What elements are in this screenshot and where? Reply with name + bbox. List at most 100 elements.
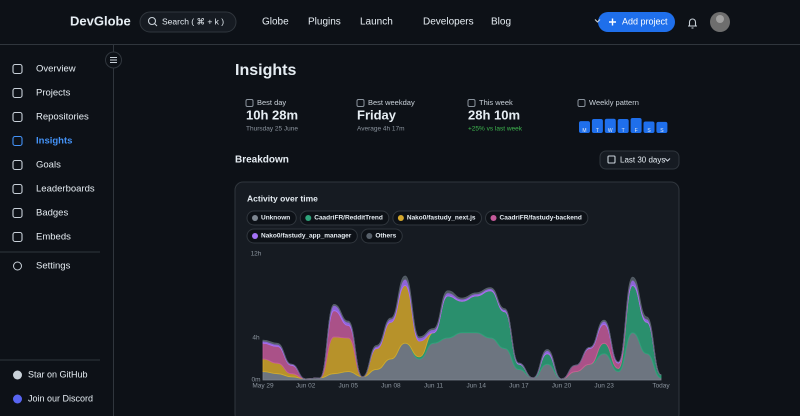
nav-link[interactable]: Globe [262,17,289,28]
x-tick-label: Jun 20 [552,383,572,390]
calendar-icon [607,155,616,164]
stat-icon [245,99,254,107]
weekly-bar [643,121,655,133]
collapse-icon [110,57,117,63]
legend-dot [305,215,312,221]
nav-link[interactable]: Plugins [308,17,341,28]
legend-chip[interactable] [246,210,297,226]
weekly-bar [604,118,616,133]
footer-icon [13,370,22,380]
add-project-button[interactable] [598,12,675,32]
legend-dot [366,233,373,239]
nav-icon [12,111,23,123]
stat-value: 10h 28m [246,107,298,122]
plus-icon [609,18,616,26]
weekly-bar [617,119,629,133]
settings-icon [13,261,22,271]
range-dropdown[interactable] [599,150,680,170]
chart-title: Activity over time [247,193,318,203]
nav-link[interactable]: Developers [423,17,474,28]
stat-label: Weekly pattern [589,98,639,107]
weekly-bar [591,119,603,133]
footer-link[interactable]: Join our Discord [28,393,93,403]
sidebar-link[interactable]: Goals [36,160,61,171]
legend-label[interactable]: Others [375,233,396,240]
stat-value: Friday [357,107,397,122]
nav-icon [12,135,23,147]
day-label: F [635,128,638,134]
legend-label[interactable]: Nako0/fastudy_next.js [407,215,476,222]
chevron [664,158,671,162]
nav-icon [12,87,23,99]
search-icon [147,16,157,26]
breakdown-heading: Breakdown [235,155,289,166]
legend-chip[interactable] [392,210,483,226]
legend-label[interactable]: Nako0/fastudy_app_manager [261,233,352,240]
legend-label[interactable]: CaadriFR/RedditTrend [314,215,383,222]
stat-note: Average 4h 17m [357,126,405,133]
legend-chip[interactable] [246,228,358,244]
add-project-label[interactable]: Add project [622,16,668,26]
bell-icon[interactable] [688,18,697,29]
day-label: T [622,128,625,134]
legend-dot [397,215,404,221]
day-label: T [596,128,599,134]
x-tick-label: Today [652,383,670,390]
legend-label[interactable]: Unknown [261,215,290,222]
x-tick-label: Jun 11 [424,383,443,390]
legend-dot [252,233,258,239]
sidebar-link[interactable]: Leaderboards [36,184,95,195]
day-label: M [582,128,586,134]
sidebar-link[interactable]: Projects [36,88,71,99]
legend-chip[interactable] [485,210,589,226]
nav-icon [12,63,23,75]
stat-note: Thursday 25 June [246,126,298,133]
legend-chip[interactable] [360,228,403,244]
legend-dot [252,215,258,221]
stat-label: Best day [257,98,286,107]
search-box[interactable] [139,11,237,33]
legend-dot [490,215,497,221]
chevron [594,19,601,23]
nav-link[interactable]: Blog [491,17,511,28]
range-label[interactable]: Last 30 days [620,156,665,165]
y-tick-label: 0m [251,377,260,384]
sidebar-link[interactable]: Insights [36,136,72,147]
weekly-bar [579,121,590,133]
sidebar-link[interactable]: Embeds [36,232,71,243]
footer-icon [13,394,22,404]
sidebar-link[interactable]: Overview [36,64,76,75]
avatar [716,15,724,23]
nav-link[interactable]: Launch [360,17,393,28]
nav-icon [12,231,23,243]
x-tick-label: Jun 08 [381,383,401,390]
sidebar-link[interactable]: Settings [36,261,71,272]
day-label: W [608,128,613,134]
x-tick-label: Jun 14 [466,383,486,390]
day-label: S [647,128,651,134]
logo[interactable]: DevGlobe [70,13,131,28]
stat-value: 28h 10m [468,107,520,122]
stat-icon [356,99,365,107]
nav-icon [12,183,23,195]
x-tick-label: Jun 23 [594,383,614,390]
stat-icon [577,99,586,107]
stat-icon [467,99,476,107]
sidebar-link[interactable]: Badges [36,208,68,219]
day-label: S [660,128,664,134]
legend-chip[interactable] [299,210,390,226]
area [262,275,662,380]
weekly-bar [656,121,668,133]
sidebar-link[interactable]: Repositories [36,112,89,123]
y-tick-label: 12h [251,251,262,258]
x-tick-label: Jun 17 [509,383,529,390]
stat-note: +25% vs last week [468,126,523,133]
stat-label: This week [479,98,513,107]
footer-link[interactable]: Star on GitHub [28,369,88,379]
search-text[interactable]: Search ( ⌘ + k ) [162,16,224,26]
stat-label: Best weekday [368,98,415,107]
x-tick-label: Jun 05 [339,383,359,390]
legend-label[interactable]: CaadriFR/fastudy-backend [500,215,582,222]
x-tick-label: May 29 [252,383,274,390]
